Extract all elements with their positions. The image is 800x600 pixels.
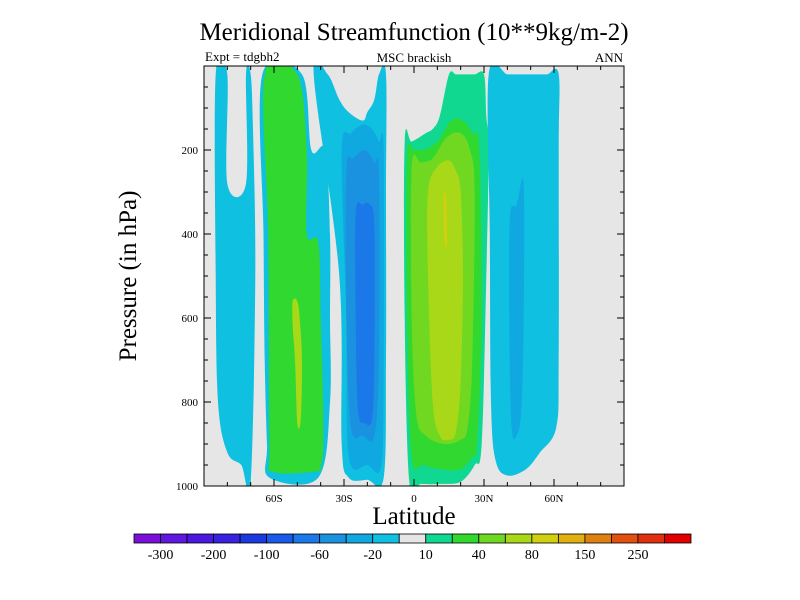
colorbar-box [478, 533, 506, 544]
contour-region-sh-polar-cell [214, 66, 256, 486]
y-axis-ticks: 200 400 600 800 1000 [176, 65, 624, 493]
colorbar-label: -100 [254, 548, 280, 563]
colorbar-box [160, 533, 188, 544]
colorbar-label: -20 [363, 548, 382, 563]
colorbar-box [531, 533, 559, 544]
chart-title: Meridional Streamfunction (10**9kg/m-2) [199, 19, 628, 46]
colorbar-box [319, 533, 347, 544]
colorbar-label: 80 [525, 548, 539, 563]
contour-regions [214, 66, 560, 486]
colorbar-box [292, 533, 321, 544]
colorbar-box [239, 533, 268, 544]
subtitle-right: ANN [595, 50, 624, 65]
subtitle-center: MSC brackish [377, 50, 452, 65]
colorbar-box [611, 533, 639, 544]
y-tick-label: 1000 [176, 481, 199, 493]
colorbar-box [345, 533, 374, 544]
x-tick-label: 0 [411, 493, 417, 505]
x-tick-label: 30N [475, 493, 494, 505]
subtitle-left: Expt = tdgbh2 [205, 49, 280, 64]
y-tick-label: 800 [182, 397, 199, 409]
contour-region-sh-ferrel-green [263, 66, 324, 474]
colorbar-box [186, 533, 214, 544]
colorbar-label: 40 [472, 548, 486, 563]
x-tick-label: 60N [545, 493, 564, 505]
x-tick-label: 30S [335, 493, 352, 505]
x-axis-ticks: 60S 30S 0 30N 60N [203, 66, 625, 505]
colorbar-label: -200 [201, 548, 227, 563]
contour-region-sh-ferrel-lime [292, 298, 303, 429]
colorbar: -300 -200 -100 -60 -20 10 40 80 150 250 [133, 533, 692, 563]
colorbar-box [133, 533, 161, 544]
colorbar-box [664, 533, 692, 544]
y-tick-label: 600 [182, 313, 199, 325]
contour-region-sh-hadley-core [355, 202, 375, 426]
colorbar-label: 150 [574, 548, 595, 563]
colorbar-box [425, 533, 453, 544]
colorbar-box [372, 533, 400, 544]
colorbar-box [213, 533, 241, 544]
colorbar-label: 250 [627, 548, 648, 563]
contour-region-nh-ferrel-inner [509, 177, 525, 440]
colorbar-box [584, 533, 612, 544]
colorbar-label: -60 [310, 548, 329, 563]
colorbar-label: 10 [419, 548, 433, 563]
colorbar-box [266, 533, 294, 544]
contour-region-nh-hadley-max [443, 191, 448, 248]
colorbar-box [504, 533, 533, 544]
colorbar-box [398, 533, 427, 544]
colorbar-box [557, 533, 586, 544]
y-tick-label: 400 [182, 229, 199, 241]
y-tick-label: 200 [182, 145, 199, 157]
x-tick-label: 60S [265, 493, 282, 505]
colorbar-label: -300 [148, 548, 174, 563]
colorbar-box [451, 533, 480, 544]
y-axis-title: Pressure (in hPa) [115, 191, 142, 362]
colorbar-box [637, 533, 665, 544]
contour-region-nh-hadley-lime [427, 160, 463, 441]
x-axis-title: Latitude [372, 503, 455, 530]
